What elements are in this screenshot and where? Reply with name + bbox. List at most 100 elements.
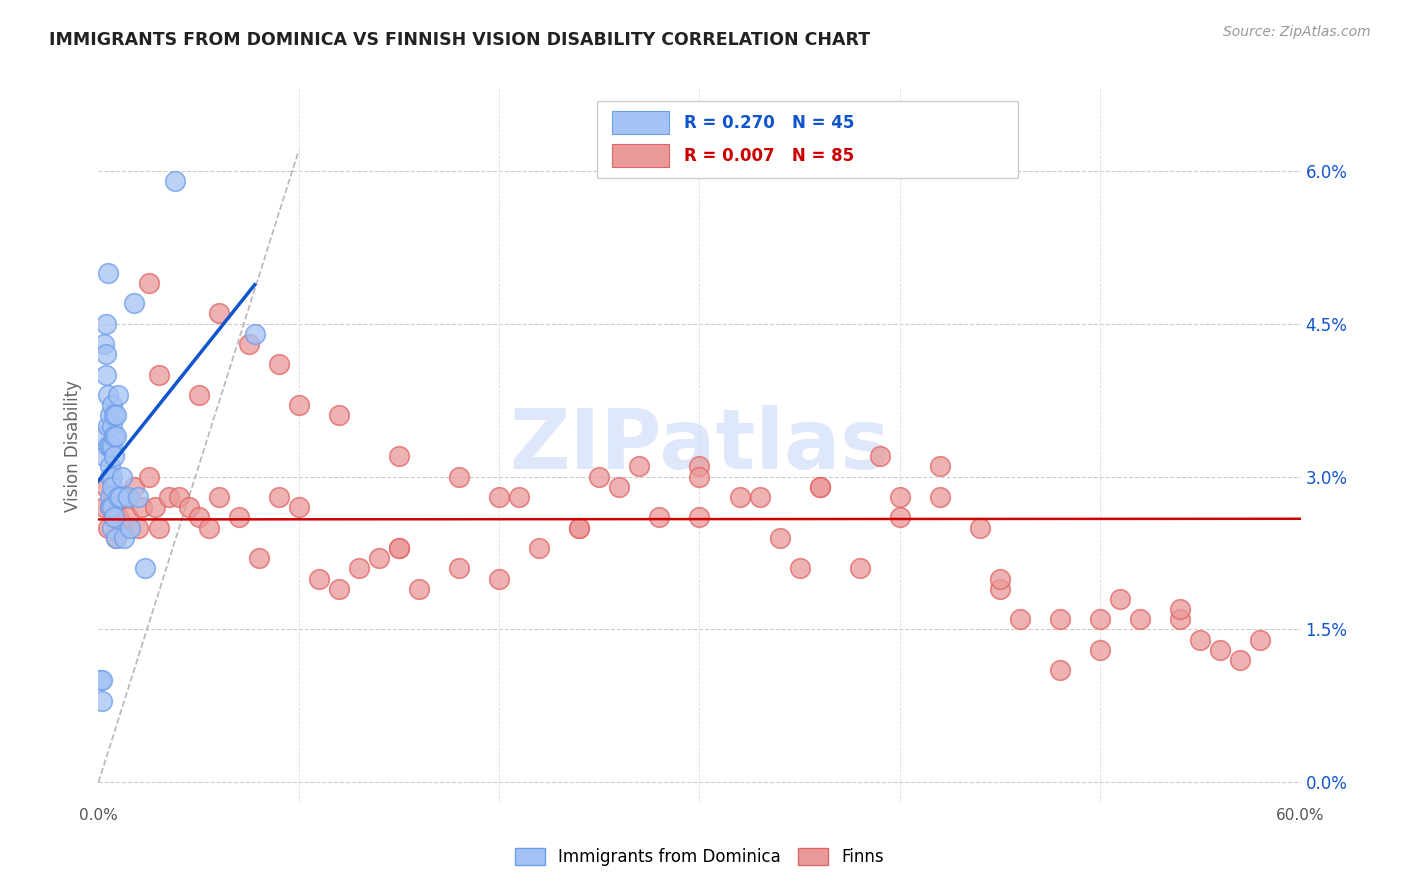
Point bbox=[101, 520, 124, 534]
Point bbox=[96, 347, 118, 361]
Point bbox=[243, 326, 266, 341]
Point bbox=[1088, 612, 1111, 626]
Point bbox=[328, 409, 350, 423]
Point bbox=[117, 510, 139, 524]
Point bbox=[177, 500, 200, 515]
Point bbox=[609, 480, 631, 494]
Point bbox=[107, 490, 129, 504]
Y-axis label: Vision Disability: Vision Disability bbox=[65, 380, 83, 512]
Point bbox=[1170, 612, 1192, 626]
Point bbox=[91, 694, 114, 708]
Point bbox=[368, 551, 391, 566]
Point bbox=[789, 561, 811, 575]
Point bbox=[1049, 663, 1071, 677]
Point bbox=[105, 531, 128, 545]
Point bbox=[568, 520, 591, 534]
Point bbox=[328, 582, 350, 596]
Point bbox=[103, 429, 125, 443]
Point bbox=[1010, 612, 1032, 626]
Point bbox=[228, 510, 250, 524]
Point bbox=[93, 429, 115, 443]
Point bbox=[111, 469, 134, 483]
Point bbox=[808, 480, 831, 494]
Point bbox=[208, 306, 231, 320]
Point bbox=[124, 296, 146, 310]
Text: R = 0.007   N = 85: R = 0.007 N = 85 bbox=[683, 146, 853, 164]
Point bbox=[238, 337, 260, 351]
Point bbox=[157, 490, 180, 504]
Point bbox=[187, 510, 209, 524]
Point bbox=[101, 469, 124, 483]
Text: ZIPatlas: ZIPatlas bbox=[509, 406, 890, 486]
Point bbox=[889, 510, 911, 524]
Point bbox=[101, 500, 124, 515]
Point bbox=[889, 490, 911, 504]
Point bbox=[689, 469, 711, 483]
Point bbox=[568, 520, 591, 534]
Point bbox=[100, 409, 122, 423]
Point bbox=[93, 449, 115, 463]
Point bbox=[247, 551, 270, 566]
Point bbox=[110, 490, 132, 504]
Point bbox=[138, 276, 160, 290]
Point bbox=[148, 368, 170, 382]
Point bbox=[808, 480, 831, 494]
Point bbox=[969, 520, 991, 534]
Point bbox=[100, 490, 122, 504]
Point bbox=[97, 266, 120, 280]
Point bbox=[114, 490, 136, 504]
Point bbox=[748, 490, 770, 504]
Point bbox=[96, 317, 118, 331]
Point bbox=[988, 572, 1011, 586]
Point bbox=[148, 520, 170, 534]
Point bbox=[91, 673, 114, 688]
Point bbox=[143, 500, 166, 515]
Point bbox=[93, 500, 115, 515]
Point bbox=[267, 358, 290, 372]
Point bbox=[849, 561, 872, 575]
Point bbox=[408, 582, 430, 596]
Point bbox=[1049, 612, 1071, 626]
Point bbox=[128, 490, 150, 504]
FancyBboxPatch shape bbox=[612, 112, 669, 134]
Point bbox=[187, 388, 209, 402]
Point bbox=[167, 490, 190, 504]
Point bbox=[101, 398, 124, 412]
Point bbox=[131, 500, 153, 515]
Point bbox=[117, 490, 139, 504]
Point bbox=[869, 449, 891, 463]
Point bbox=[89, 673, 111, 688]
Point bbox=[107, 388, 129, 402]
Point bbox=[93, 337, 115, 351]
Point bbox=[103, 449, 125, 463]
Point bbox=[1189, 632, 1212, 647]
Point bbox=[648, 510, 671, 524]
Point bbox=[1209, 643, 1232, 657]
Text: R = 0.270   N = 45: R = 0.270 N = 45 bbox=[683, 114, 855, 132]
Point bbox=[1250, 632, 1272, 647]
Point bbox=[107, 510, 129, 524]
FancyBboxPatch shape bbox=[612, 145, 669, 167]
Point bbox=[1170, 602, 1192, 616]
Point bbox=[134, 561, 156, 575]
Point bbox=[114, 531, 136, 545]
Point bbox=[728, 490, 751, 504]
Point bbox=[100, 439, 122, 453]
Point bbox=[929, 490, 952, 504]
Point bbox=[689, 510, 711, 524]
Point bbox=[96, 368, 118, 382]
Point bbox=[1088, 643, 1111, 657]
Point bbox=[105, 531, 128, 545]
Point bbox=[689, 459, 711, 474]
Point bbox=[488, 572, 510, 586]
Point bbox=[103, 510, 125, 524]
Point bbox=[308, 572, 330, 586]
Point bbox=[128, 520, 150, 534]
Point bbox=[197, 520, 219, 534]
Point bbox=[447, 561, 470, 575]
Point bbox=[103, 409, 125, 423]
Point bbox=[111, 520, 134, 534]
Point bbox=[388, 541, 411, 555]
Point bbox=[101, 439, 124, 453]
Point bbox=[100, 459, 122, 474]
